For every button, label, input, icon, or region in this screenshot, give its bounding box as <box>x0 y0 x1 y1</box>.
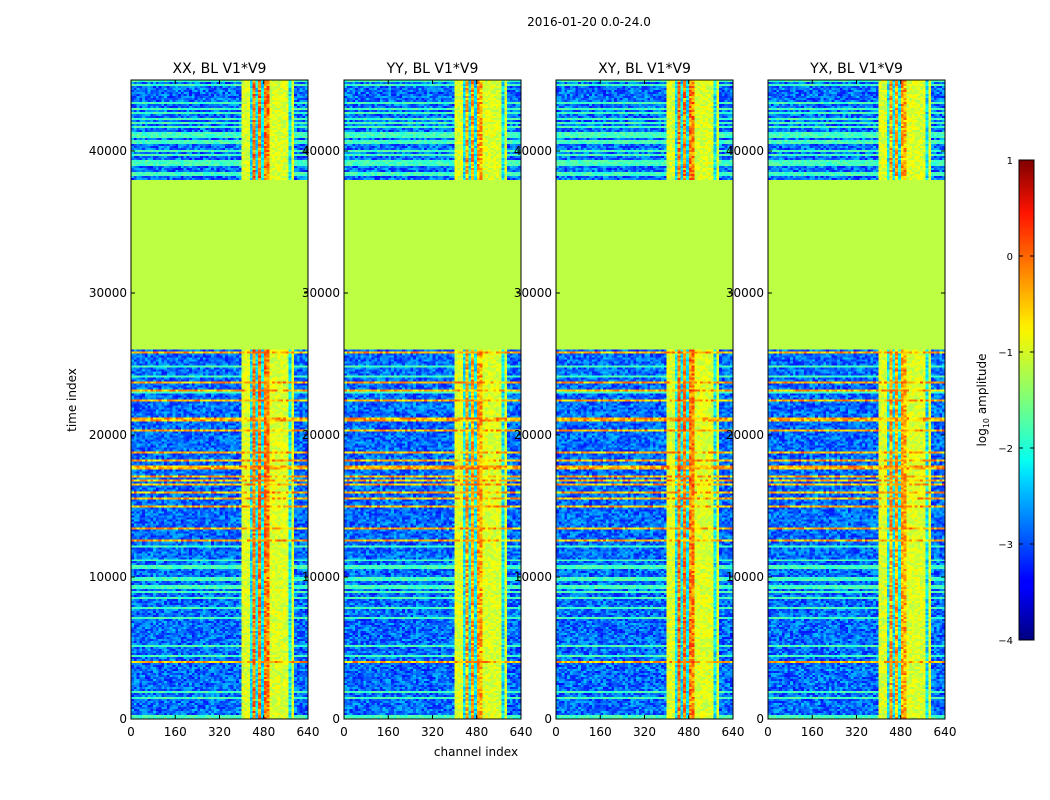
y-tick-label: 10000 <box>89 570 127 584</box>
panel-yx: YX, BL V1*V9 0 160 320 480 640 0 10000 20000 3000… <box>726 61 957 739</box>
x-tick-label: 640 <box>510 725 533 739</box>
panel-title-yx: YX, BL V1*V9 <box>809 61 903 77</box>
x-tick-label: 320 <box>421 725 444 739</box>
y-tick-label: 40000 <box>514 144 552 158</box>
colorbar-tick-label: 1 <box>1007 156 1013 167</box>
heatmap-xy <box>556 80 733 719</box>
x-tick-label: 160 <box>377 725 400 739</box>
colorbar-gradient <box>1018 159 1035 641</box>
heatmap-yx <box>768 80 945 719</box>
y-tick-label: 20000 <box>726 428 764 442</box>
y-tick-label: 30000 <box>302 286 340 300</box>
x-tick-label: 480 <box>252 725 275 739</box>
y-tick-label: 0 <box>119 712 127 726</box>
colorbar-label-rest: amplitude <box>975 354 989 418</box>
x-tick-label: 480 <box>889 725 912 739</box>
x-tick-label: 160 <box>589 725 612 739</box>
colorbar-tick-label: −2 <box>998 444 1013 455</box>
x-tick-label: 480 <box>465 725 488 739</box>
x-tick-label: 480 <box>677 725 700 739</box>
x-tick-label: 640 <box>722 725 745 739</box>
x-tick-label: 160 <box>801 725 824 739</box>
x-tick-label: 640 <box>934 725 957 739</box>
y-tick-label: 40000 <box>726 144 764 158</box>
panel-xx: XX, BL V1*V9 0 160 320 480 640 0 10000 20000 3000… <box>89 61 320 739</box>
y-tick-label: 30000 <box>726 286 764 300</box>
x-tick-label: 320 <box>633 725 656 739</box>
heatmap-xx <box>131 80 308 719</box>
y-tick-label: 40000 <box>89 144 127 158</box>
colorbar-tick-label: −4 <box>998 636 1013 647</box>
y-tick-label: 0 <box>544 712 552 726</box>
y-tick-label: 20000 <box>514 428 552 442</box>
colorbar: 10−1−2−3−4 log10 amplitude <box>975 156 1035 647</box>
x-tick-label: 320 <box>845 725 868 739</box>
x-tick-label: 320 <box>208 725 231 739</box>
figure-suptitle: 2016-01-20 0.0-24.0 <box>527 15 651 29</box>
x-tick-label: 0 <box>552 725 560 739</box>
colorbar-label: log10 amplitude <box>975 354 991 447</box>
panel-yy: YY, BL V1*V9 0 160 320 480 640 0 10000 20000 3000… <box>302 61 533 739</box>
y-tick-label: 30000 <box>89 286 127 300</box>
colorbar-tick-label: 0 <box>1007 252 1013 263</box>
x-tick-label: 0 <box>127 725 135 739</box>
y-tick-label: 10000 <box>514 570 552 584</box>
x-tick-label: 160 <box>164 725 187 739</box>
colorbar-label-sub: 10 <box>982 418 991 428</box>
x-tick-label: 0 <box>764 725 772 739</box>
y-tick-label: 40000 <box>302 144 340 158</box>
panel-title-yy: YY, BL V1*V9 <box>386 61 479 77</box>
panel-xy: XY, BL V1*V9 0 160 320 480 640 0 10000 20000 3000… <box>514 61 745 739</box>
colorbar-label-main: log <box>975 428 989 446</box>
y-tick-label: 10000 <box>726 570 764 584</box>
x-tick-label: 640 <box>297 725 320 739</box>
y-tick-label: 20000 <box>89 428 127 442</box>
heatmap-yy <box>344 80 521 719</box>
panel-title-xy: XY, BL V1*V9 <box>598 61 691 77</box>
colorbar-tick-label: −3 <box>998 540 1013 551</box>
y-tick-label: 10000 <box>302 570 340 584</box>
x-tick-label: 0 <box>340 725 348 739</box>
y-axis-label: time index <box>65 368 79 432</box>
colorbar-ticks: 1 0 −1 −2 −3 −4 <box>998 156 1034 647</box>
y-tick-label: 0 <box>332 712 340 726</box>
y-tick-label: 20000 <box>302 428 340 442</box>
panel-title-xx: XX, BL V1*V9 <box>173 61 267 77</box>
panels-layer: XX, BL V1*V9 0 160 320 480 640 0 10000 20000 3000… <box>89 61 957 739</box>
colorbar-tick-label: −1 <box>998 348 1013 359</box>
x-axis-label: channel index <box>434 745 518 759</box>
y-tick-label: 0 <box>756 712 764 726</box>
y-tick-label: 30000 <box>514 286 552 300</box>
